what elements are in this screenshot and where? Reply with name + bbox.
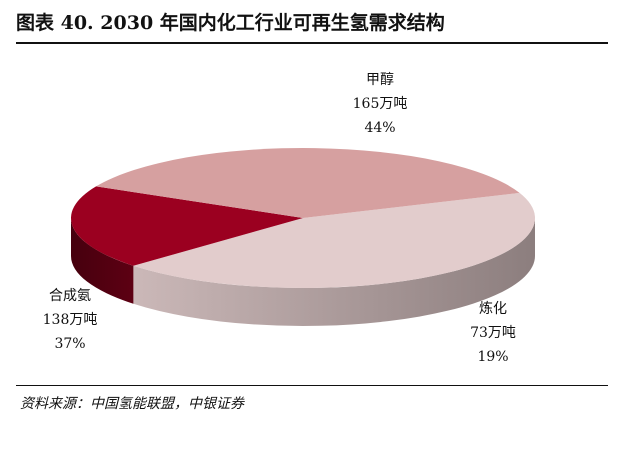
label-ammonia-pct: 37% xyxy=(54,336,85,352)
label-ammonia-value: 138万吨 xyxy=(43,312,98,328)
pie-slice-2 xyxy=(96,148,520,218)
pie-slice-0 xyxy=(133,192,535,288)
pie-sides xyxy=(71,218,535,326)
label-methanol-name: 甲醇 xyxy=(366,71,394,88)
label-refining-pct: 19% xyxy=(477,349,508,365)
label-refining-name: 炼化 xyxy=(479,301,507,317)
figure-title: 图表 40. 2030 年国内化工行业可再生氢需求结构 xyxy=(16,12,445,34)
label-refining-value: 73万吨 xyxy=(470,325,516,341)
pie-slice-1 xyxy=(71,186,303,266)
pie-tops xyxy=(71,148,535,288)
pie-side-0 xyxy=(133,218,535,326)
label-ammonia-name: 合成氨 xyxy=(49,288,91,304)
source-note: 资料来源：中国氢能联盟，中银证券 xyxy=(20,396,244,412)
label-methanol-value: 165万吨 xyxy=(353,96,408,112)
source-rule xyxy=(16,385,608,386)
pie-side-1 xyxy=(71,218,134,304)
title-rule xyxy=(16,42,608,44)
label-methanol-pct: 44% xyxy=(364,120,395,136)
